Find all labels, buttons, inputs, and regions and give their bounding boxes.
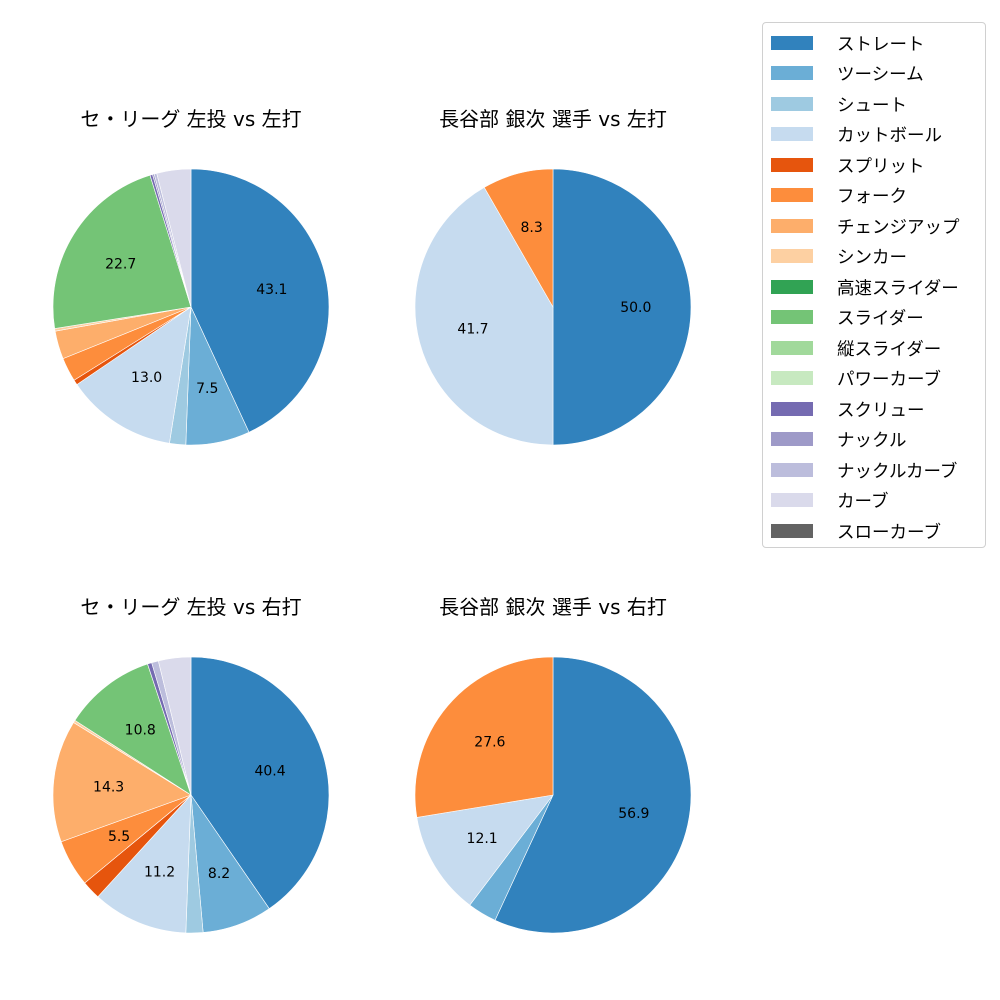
slice-label: 11.2	[144, 865, 175, 881]
legend-swatch	[771, 463, 813, 477]
pie-slice	[97, 794, 192, 934]
legend-swatch	[771, 371, 813, 385]
legend-label: シンカー	[837, 247, 907, 268]
chart-title: セ・リーグ 左投 vs 左打	[80, 107, 302, 131]
legend-label: カットボール	[837, 125, 942, 146]
legend-swatch	[771, 280, 813, 294]
legend-label: ナックルカーブ	[837, 461, 958, 482]
legend-item: フォーク	[771, 183, 907, 207]
pie-slice	[52, 722, 192, 843]
pie-slice	[52, 174, 192, 329]
pie-slice	[74, 663, 192, 796]
legend-item: カットボール	[771, 122, 942, 146]
legend-item: 高速スライダー	[771, 275, 959, 299]
legend-item: ナックル	[771, 427, 906, 451]
legend-swatch	[771, 36, 813, 50]
legend-swatch	[771, 249, 813, 263]
legend-item: カーブ	[771, 488, 888, 512]
slice-label: 14.3	[93, 779, 124, 795]
slice-label: 41.7	[457, 321, 488, 337]
pie-slice	[156, 168, 192, 308]
legend-label: パワーカーブ	[837, 369, 941, 390]
pie-slice	[158, 656, 192, 796]
legend-item: 縦スライダー	[771, 336, 941, 360]
legend-swatch	[771, 219, 813, 233]
slice-label: 10.8	[125, 723, 156, 739]
legend-label: 高速スライダー	[837, 278, 959, 299]
legend-item: スプリット	[771, 153, 925, 177]
legend-item: シュート	[771, 92, 907, 116]
pie-slice	[190, 656, 330, 910]
legend-item: スライダー	[771, 305, 924, 329]
slice-label: 7.5	[196, 381, 218, 397]
slice-label: 22.7	[105, 256, 136, 272]
legend-item: シンカー	[771, 244, 907, 268]
pie-slice	[552, 168, 692, 446]
legend-label: スライダー	[837, 308, 924, 329]
legend-label: スクリュー	[837, 400, 925, 421]
legend-swatch	[771, 341, 813, 355]
pie-slice	[416, 794, 554, 906]
pie-slice	[414, 186, 554, 446]
legend-swatch	[771, 310, 813, 324]
legend-swatch	[771, 524, 813, 538]
legend-label: 縦スライダー	[837, 339, 942, 360]
legend-label: シュート	[837, 95, 907, 116]
legend-label: ストレート	[837, 34, 925, 55]
pie-slice	[190, 168, 330, 433]
legend-swatch	[771, 432, 813, 446]
legend-item: ツーシーム	[771, 61, 924, 85]
slice-label: 50.0	[620, 300, 651, 316]
slice-label: 8.2	[208, 866, 230, 882]
legend-swatch	[771, 66, 813, 80]
chart-title: セ・リーグ 左投 vs 右打	[80, 595, 302, 619]
legend-label: スローカーブ	[837, 522, 941, 543]
chart-title: 長谷部 銀次 選手 vs 右打	[439, 595, 667, 619]
slice-label: 43.1	[256, 282, 287, 298]
legend-swatch	[771, 493, 813, 507]
slice-label: 8.3	[521, 220, 543, 236]
legend-item: チェンジアップ	[771, 214, 960, 238]
slice-label: 13.0	[131, 370, 162, 386]
slice-label: 5.5	[108, 829, 130, 845]
legend-label: チェンジアップ	[837, 217, 960, 238]
legend-item: スクリュー	[771, 397, 925, 421]
legend-item: パワーカーブ	[771, 366, 941, 390]
legend-label: ナックル	[837, 430, 907, 451]
legend-item: ナックルカーブ	[771, 458, 957, 482]
chart-title: 長谷部 銀次 選手 vs 左打	[439, 107, 667, 131]
legend-swatch	[771, 188, 813, 202]
slice-label: 40.4	[254, 763, 285, 779]
pie-slice	[494, 656, 692, 934]
pie-slice	[414, 656, 554, 818]
pie-slice	[483, 168, 554, 309]
slice-label: 27.6	[474, 734, 505, 750]
legend-swatch	[771, 402, 813, 416]
legend-label: スプリット	[837, 156, 925, 177]
legend-item: ストレート	[771, 31, 925, 55]
legend-label: フォーク	[837, 186, 907, 207]
legend-swatch	[771, 127, 813, 141]
pie-slice	[76, 306, 192, 444]
slice-label: 56.9	[618, 806, 649, 822]
legend-swatch	[771, 97, 813, 111]
legend-swatch	[771, 158, 813, 172]
slice-label: 12.1	[467, 831, 498, 847]
legend: ストレート ツーシーム シュート カットボール スプリット フォーク チェンジア…	[762, 22, 986, 548]
legend-label: カーブ	[837, 491, 889, 512]
legend-item: スローカーブ	[771, 519, 941, 543]
legend-label: ツーシーム	[837, 64, 924, 85]
